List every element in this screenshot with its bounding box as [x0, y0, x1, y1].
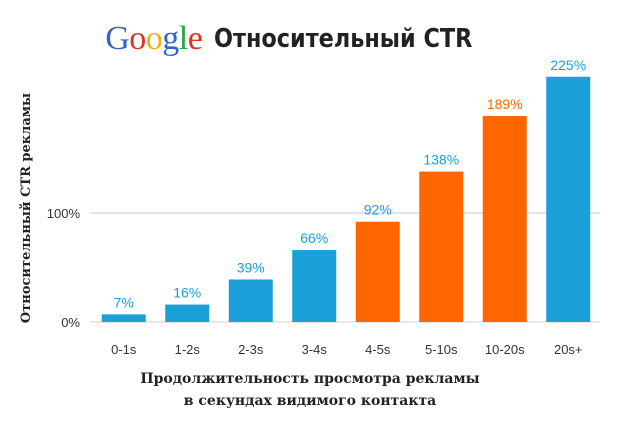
- logo-letter: e: [187, 20, 203, 57]
- bar-value-label: 66%: [300, 230, 328, 246]
- bar-value-label: 7%: [114, 294, 134, 310]
- y-axis-title: Относительный CTR рекламы: [19, 93, 34, 323]
- bar-value-label: 92%: [364, 202, 392, 218]
- bar: [292, 250, 337, 322]
- x-tick-label: 10-20s: [485, 342, 525, 357]
- x-axis-label-line-2: в секундах видимого контакта: [183, 393, 437, 409]
- x-tick-label: 2-3s: [238, 342, 264, 357]
- logo-letter: g: [162, 20, 179, 57]
- bar: [165, 304, 210, 322]
- header: Google Относительный CTR: [0, 14, 620, 64]
- x-tick-label: 4-5s: [365, 342, 391, 357]
- x-axis-label-line-1: Продолжительность просмотра рекламы: [140, 371, 480, 387]
- x-tick-label: 20s+: [554, 342, 583, 357]
- y-tick-label: 0%: [61, 315, 80, 330]
- bar: [228, 279, 273, 322]
- bar-value-label: 138%: [423, 152, 459, 168]
- bar-value-label: 16%: [173, 285, 201, 301]
- bar-value-label: 189%: [487, 96, 523, 112]
- google-logo: Google: [105, 20, 203, 58]
- x-tick-label: 3-4s: [302, 342, 328, 357]
- bar: [101, 314, 146, 322]
- logo-letter: o: [145, 20, 163, 57]
- x-tick-label: 5-10s: [425, 342, 458, 357]
- bar: [546, 76, 591, 322]
- chart-title: Относительный CTR: [214, 24, 473, 54]
- bar: [482, 115, 527, 323]
- bar-value-label: 225%: [550, 57, 586, 73]
- x-tick-label: 0-1s: [111, 342, 137, 357]
- x-tick-label: 1-2s: [175, 342, 201, 357]
- logo-letter: G: [105, 20, 130, 57]
- logo-letter: o: [129, 20, 146, 57]
- y-tick-label: 100%: [47, 206, 81, 221]
- bar-value-label: 39%: [237, 259, 265, 275]
- bar: [355, 221, 400, 322]
- bar: [419, 171, 464, 322]
- logo-letter: l: [178, 20, 188, 57]
